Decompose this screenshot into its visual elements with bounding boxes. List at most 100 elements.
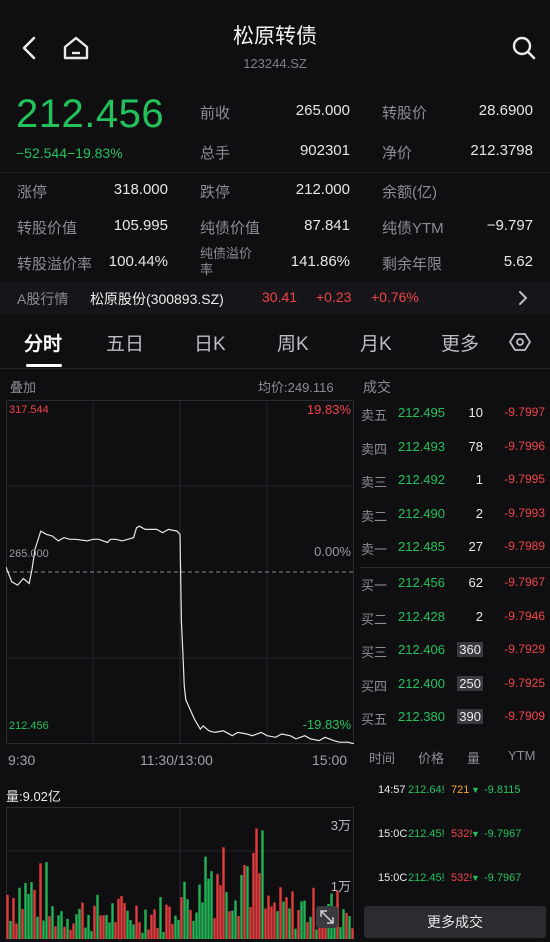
orderbook-ytm: -9.7909 xyxy=(504,709,545,724)
trades-header-time: 时间 xyxy=(369,751,396,766)
volume-bar xyxy=(99,915,102,939)
volume-bar xyxy=(276,911,279,939)
volume-bar xyxy=(138,922,141,939)
limit-down-label: 跌停 xyxy=(200,184,231,201)
volume-bar xyxy=(81,902,84,939)
orderbook-row: 卖五 212.495 10 -9.7997 xyxy=(360,403,550,423)
volume-bar xyxy=(117,898,120,939)
volume-bar xyxy=(174,915,177,939)
volume-bar xyxy=(33,889,36,939)
home-icon[interactable] xyxy=(56,28,96,68)
orderbook-row: 买三 212.406 360 -9.7929 xyxy=(360,640,550,660)
trade-volume: 532! xyxy=(451,872,473,884)
orderbook-price: 212.495 xyxy=(398,405,445,420)
underlying-stock-row[interactable]: A股行情 松原股份(300893.SZ) 30.41 +0.23 +0.76% xyxy=(0,282,550,314)
more-trades-button[interactable]: 更多成交 xyxy=(364,906,546,938)
volume-bar xyxy=(45,862,48,939)
expand-icon[interactable] xyxy=(316,906,338,928)
trades-title: 成交 xyxy=(363,379,391,395)
volume-bar xyxy=(213,918,216,939)
volume-bar xyxy=(42,920,45,939)
orderbook-price: 212.428 xyxy=(398,608,445,624)
volume-bar xyxy=(249,907,252,939)
orderbook-ytm: -9.7993 xyxy=(504,505,545,520)
trade-ytm: -9.8115 xyxy=(484,784,521,796)
volume-bar xyxy=(159,897,162,939)
orderbook-volume: 10 xyxy=(468,405,483,420)
volume-bar xyxy=(192,920,195,939)
stock-name: 松原股份(300893.SZ) xyxy=(90,291,224,307)
active-tab-indicator xyxy=(26,364,62,367)
y-mid-label: 265.000 xyxy=(9,548,49,560)
volume-bar xyxy=(93,905,96,939)
trades-header-ytm: YTM xyxy=(508,748,536,763)
volume-bar xyxy=(186,899,189,939)
tab-monthly-k[interactable]: 月K xyxy=(360,334,392,355)
bond-premium-label: 纯债溢价率 xyxy=(200,246,253,277)
y-bot-label: 212.456 xyxy=(9,720,49,732)
y-top-label: 317.544 xyxy=(9,404,49,416)
down-arrow-icon: ▼ xyxy=(471,873,480,883)
volume-bar xyxy=(129,920,132,939)
orderbook-row: 买四 212.400 250 -9.7925 xyxy=(360,674,550,694)
volume-bar xyxy=(270,906,273,939)
volume-bar xyxy=(180,897,183,939)
last-price: 212.456 xyxy=(16,92,165,136)
orderbook-row: 卖二 212.490 2 -9.7993 xyxy=(360,504,550,524)
divider xyxy=(0,368,550,369)
volume-bar xyxy=(162,932,165,939)
volume-bar xyxy=(168,906,171,939)
search-icon[interactable] xyxy=(504,28,544,68)
stock-change-pct: +0.76% xyxy=(371,289,419,305)
limit-up-value: 318.000 xyxy=(113,181,168,198)
volume-bar xyxy=(291,891,294,939)
trade-price: 212.64! xyxy=(408,784,445,796)
intraday-price-chart[interactable]: 317.544 265.000 212.456 19.83% 0.00% -19… xyxy=(6,400,354,744)
volume-bar xyxy=(306,922,309,939)
trade-ytm: -9.7967 xyxy=(484,828,522,840)
volume-bar xyxy=(288,908,291,939)
volume-bar xyxy=(237,916,240,939)
volume-bar xyxy=(75,914,78,939)
trade-price: 212.45! xyxy=(408,872,445,884)
stock-row-label: A股行情 xyxy=(17,291,69,307)
conversion-value-value: 105.995 xyxy=(113,217,168,234)
volume-bar xyxy=(219,885,222,939)
overlay-button[interactable]: 叠加 xyxy=(10,380,37,395)
orderbook-ytm: -9.7946 xyxy=(504,608,545,623)
volume-bar xyxy=(264,908,267,939)
volume-bar xyxy=(321,920,324,939)
volume-bar xyxy=(294,928,297,939)
trade-price: 212.45! xyxy=(408,828,445,840)
orderbook-volume: 360 xyxy=(457,642,483,658)
change-percent: −19.83% xyxy=(67,145,123,161)
volume-bar xyxy=(303,900,306,939)
trade-ytm: -9.7967 xyxy=(484,872,522,884)
orderbook-ytm: -9.7995 xyxy=(504,472,545,487)
volume-bar xyxy=(147,929,150,939)
hexagon-settings-icon[interactable] xyxy=(508,330,532,359)
volume-bar xyxy=(177,919,180,939)
volume-bar xyxy=(78,908,81,939)
volume-bar xyxy=(252,852,255,939)
volume-bar xyxy=(348,916,351,939)
volume-bar xyxy=(231,910,234,939)
volume-y-top-label: 3万 xyxy=(331,818,351,833)
volume-bar xyxy=(114,922,117,939)
volume-bars xyxy=(6,828,354,939)
tab-more[interactable]: 更多 xyxy=(441,334,480,355)
volume-bar xyxy=(204,856,207,939)
tab-five-day[interactable]: 五日 xyxy=(106,334,145,355)
tab-weekly-k[interactable]: 周K xyxy=(277,334,309,355)
tab-daily-k[interactable]: 日K xyxy=(194,334,226,355)
volume-bar xyxy=(18,887,21,939)
back-arrow-icon[interactable] xyxy=(10,28,50,68)
x-start-label: 9:30 xyxy=(8,752,36,768)
volume-bar xyxy=(339,927,342,939)
stock-price: 30.41 xyxy=(262,289,298,305)
tab-intraday[interactable]: 分时 xyxy=(24,334,63,355)
volume-bar xyxy=(342,909,345,939)
volume-bar xyxy=(24,883,27,939)
pct-mid-label: 0.00% xyxy=(314,544,351,559)
volume-bar xyxy=(255,828,258,939)
